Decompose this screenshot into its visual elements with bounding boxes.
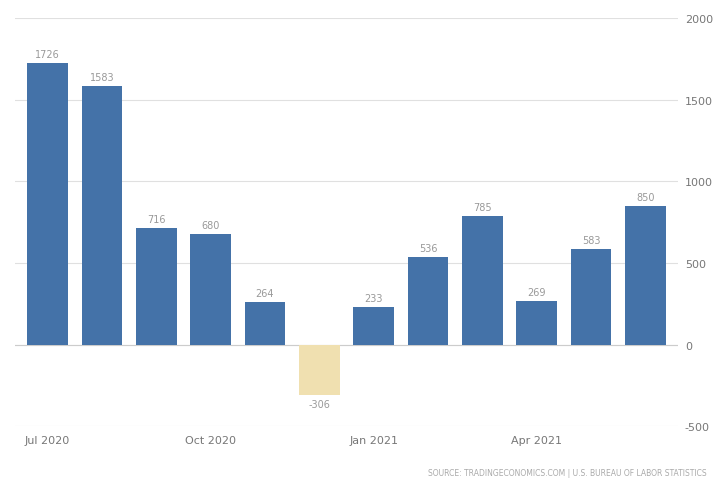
Text: 850: 850 [636, 193, 654, 202]
Bar [27, 63, 68, 345]
Bar [136, 228, 177, 345]
Text: -306: -306 [309, 399, 331, 409]
Text: 583: 583 [582, 236, 601, 246]
Bar [299, 345, 340, 395]
Text: 536: 536 [419, 243, 438, 254]
Bar [625, 207, 665, 345]
Bar [353, 307, 394, 345]
Bar [571, 250, 612, 345]
Text: 716: 716 [147, 214, 165, 224]
Bar [190, 234, 231, 345]
Text: 785: 785 [473, 203, 491, 213]
Text: 680: 680 [202, 220, 220, 230]
Text: SOURCE: TRADINGECONOMICS.COM | U.S. BUREAU OF LABOR STATISTICS: SOURCE: TRADINGECONOMICS.COM | U.S. BURE… [427, 468, 706, 477]
Text: 1726: 1726 [35, 49, 60, 60]
Bar [408, 257, 448, 345]
Text: 264: 264 [256, 288, 274, 298]
Text: 1583: 1583 [90, 73, 114, 83]
Bar [516, 301, 557, 345]
Bar [245, 302, 285, 345]
Bar [82, 87, 122, 345]
Bar [462, 217, 503, 345]
Text: 233: 233 [365, 293, 383, 303]
Text: 269: 269 [527, 287, 546, 297]
